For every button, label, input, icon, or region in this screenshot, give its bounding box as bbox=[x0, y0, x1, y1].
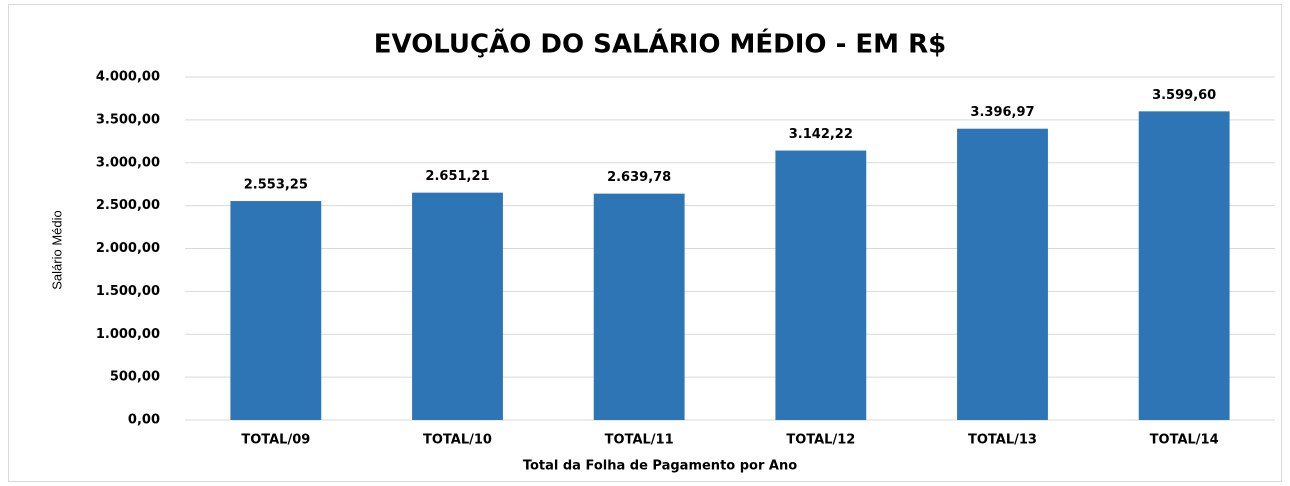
y-tick-label: 2.000,00 bbox=[96, 241, 160, 256]
x-tick-label: TOTAL/10 bbox=[423, 433, 492, 448]
y-tick-label: 2.500,00 bbox=[96, 198, 160, 213]
data-label: 3.396,97 bbox=[970, 105, 1034, 120]
x-tick-label: TOTAL/09 bbox=[241, 433, 310, 448]
x-tick-label: TOTAL/14 bbox=[1150, 433, 1219, 448]
y-tick-label: 500,00 bbox=[110, 370, 160, 385]
y-tick-label: 0,00 bbox=[128, 413, 160, 428]
x-tick-label: TOTAL/11 bbox=[605, 433, 674, 448]
data-label: 3.142,22 bbox=[789, 127, 853, 142]
y-tick-label: 4.000,00 bbox=[96, 70, 160, 85]
chart-title: EVOLUÇÃO DO SALÁRIO MÉDIO - EM R$ bbox=[374, 28, 946, 60]
y-tick-label: 3.000,00 bbox=[96, 155, 160, 170]
y-axis-label: Salário Médio bbox=[49, 210, 64, 290]
bar bbox=[957, 128, 1048, 420]
data-label: 2.639,78 bbox=[607, 170, 671, 185]
data-label: 2.651,21 bbox=[425, 169, 489, 184]
data-label: 3.599,60 bbox=[1152, 88, 1216, 103]
bar bbox=[1138, 111, 1230, 421]
bar bbox=[230, 201, 322, 420]
bar bbox=[412, 192, 503, 420]
x-tick-label: TOTAL/13 bbox=[968, 433, 1037, 448]
x-axis-label: Total da Folha de Pagamento por Ano bbox=[523, 459, 797, 474]
y-tick-label: 1.000,00 bbox=[96, 327, 160, 342]
x-tick-label: TOTAL/12 bbox=[786, 433, 855, 448]
data-label: 2.553,25 bbox=[244, 178, 308, 193]
y-tick-label: 3.500,00 bbox=[96, 112, 160, 127]
bar bbox=[593, 193, 685, 420]
bar bbox=[775, 150, 867, 421]
y-tick-label: 1.500,00 bbox=[96, 284, 160, 299]
